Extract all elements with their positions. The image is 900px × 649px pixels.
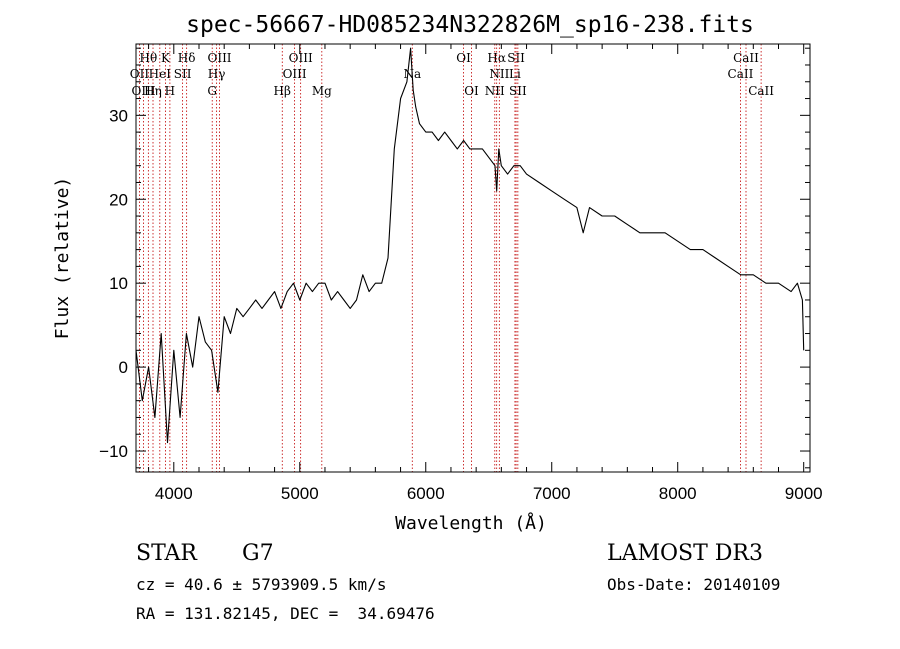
line-marker-label: OI [456,51,471,65]
line-marker-label: HeI [149,67,172,81]
y-tick-label: 30 [109,106,128,125]
line-marker-label: Li [509,67,521,81]
x-tick-label: 9000 [785,484,823,503]
y-tick-label: 20 [109,190,128,209]
line-marker-label: Hη [144,84,162,98]
x-tick-label: 6000 [407,484,445,503]
line-marker-label: SII [174,67,192,81]
line-marker-label: Hδ [178,51,196,65]
line-marker-label: OIII [289,51,313,65]
line-marker-label: SII [509,84,527,98]
line-marker-label: OIII [207,51,231,65]
line-marker-label: G [207,84,217,98]
redshift-text: cz = 40.6 ± 5793909.5 km/s [136,575,386,594]
line-marker-label: Mg [312,84,332,98]
line-marker-label: CaII [733,51,759,65]
plot-frame [135,43,811,473]
line-marker-label: OII [130,67,150,81]
spectrum-line [135,47,805,444]
line-marker-label: H [165,84,175,98]
coordinates: RA = 131.82145, DEC = 34.69476 [136,604,435,623]
line-marker-label: Hβ [274,84,291,98]
series-layer [135,47,805,444]
line-marker-label: Hγ [208,67,226,81]
y-tick-label: 0 [119,358,128,377]
subclass: G7 [242,541,274,566]
obs-date: Obs-Date: 20140109 [607,575,780,594]
object-class: STAR [136,541,198,566]
line-marker-label: NII [485,84,505,98]
line-marker-label: K [161,51,171,65]
y-axis-label: Flux (relative) [52,177,73,340]
line-marker-label: OI [464,84,479,98]
x-tick-label: 5000 [281,484,319,503]
line-marker-label: SII [507,51,525,65]
line-marker-label: Hα [487,51,506,65]
line-marker-label: OIII [283,67,307,81]
x-axis-label: Wavelength (Å) [395,512,547,534]
x-tick-label: 4000 [155,484,193,503]
line-marker-label: NII [489,67,509,81]
line-marker-label: OIII [132,84,156,98]
axis-ticks: 4000 5000 6000 7000 8000 9000 −10 0 10 20 30 [99,44,823,503]
survey-name: LAMOST DR3 [607,541,763,566]
chart-title: spec-56667-HD085234N322826M_sp16-238.fit… [186,12,754,38]
line-marker-label: Hθ [139,51,157,65]
y-tick-label: 10 [109,274,128,293]
y-tick-label: −10 [99,442,128,461]
line-marker-label: CaII [728,67,754,81]
line-marker-label: CaII [748,84,774,98]
x-tick-label: 7000 [533,484,571,503]
x-tick-label: 8000 [659,484,697,503]
